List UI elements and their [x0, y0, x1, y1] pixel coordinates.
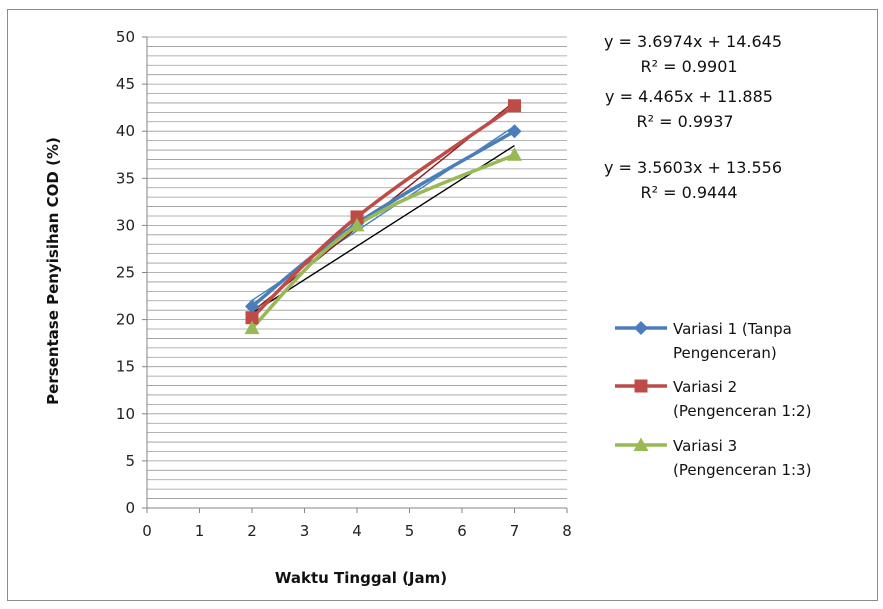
- legend-label: (Pengenceran 1:2): [673, 402, 811, 420]
- trend-r2-2: R² = 0.9937: [636, 112, 733, 131]
- legend-label: Variasi 3: [673, 437, 737, 455]
- x-tick-label: 4: [352, 522, 362, 540]
- series-layer: [244, 99, 522, 335]
- data-point: [349, 217, 365, 232]
- annotation-layer: y = 3.6974x + 14.645 R² = 0.9901 y = 4.4…: [604, 32, 782, 202]
- data-point: [508, 99, 521, 113]
- x-tick-label: 3: [300, 522, 310, 540]
- y-tick-label: 20: [116, 311, 135, 329]
- data-point: [244, 320, 260, 335]
- data-point: [634, 379, 648, 393]
- y-tick-label: 0: [125, 499, 135, 517]
- data-point: [350, 210, 364, 224]
- x-tick-label: 5: [405, 522, 415, 540]
- y-tick-label: 50: [116, 28, 135, 46]
- y-tick-label: 15: [116, 358, 135, 376]
- chart-frame: [7, 9, 878, 601]
- trend-equation-3: y = 3.5603x + 13.556: [604, 158, 782, 177]
- data-point: [634, 321, 648, 335]
- x-tick-label: 6: [457, 522, 467, 540]
- y-tick-label: 45: [116, 75, 135, 93]
- x-axis-title: Waktu Tinggal (Jam): [275, 569, 447, 587]
- legend-label: Variasi 2: [673, 378, 737, 396]
- x-tick-label: 7: [510, 522, 520, 540]
- y-tick-label: 10: [116, 405, 135, 423]
- y-tick-label: 35: [116, 169, 135, 187]
- legend: Variasi 1 (Tanpa Pengenceran) Variasi 2 (Pe…: [615, 320, 811, 479]
- y-tick-label: 30: [116, 216, 135, 234]
- x-tick-label: 2: [247, 522, 257, 540]
- data-point: [633, 437, 649, 451]
- legend-label: Variasi 1 (Tanpa: [673, 320, 792, 338]
- y-tick-label: 5: [125, 452, 135, 470]
- legend-label: (Pengenceran 1:3): [673, 461, 811, 479]
- y-axis-title: Persentase Penyisihan COD (%): [44, 137, 62, 405]
- y-tick-label: 40: [116, 122, 135, 140]
- x-tick-label: 8: [562, 522, 572, 540]
- trend-equation-2: y = 4.465x + 11.885: [605, 87, 773, 106]
- data-point: [507, 124, 522, 139]
- data-point: [507, 147, 522, 161]
- legend-label: Pengenceran): [673, 344, 777, 362]
- x-tick-label: 0: [142, 522, 152, 540]
- data-point: [245, 299, 259, 314]
- data-point: [245, 311, 259, 325]
- trend-equation-1: y = 3.6974x + 14.645: [604, 32, 782, 51]
- y-tick-label: 25: [116, 264, 135, 282]
- trend-r2-1: R² = 0.9901: [640, 57, 737, 76]
- series-line: [250, 153, 516, 330]
- grid-layer: [147, 36, 567, 499]
- x-tick-label: 1: [195, 522, 205, 540]
- trend-r2-3: R² = 0.9444: [640, 183, 737, 202]
